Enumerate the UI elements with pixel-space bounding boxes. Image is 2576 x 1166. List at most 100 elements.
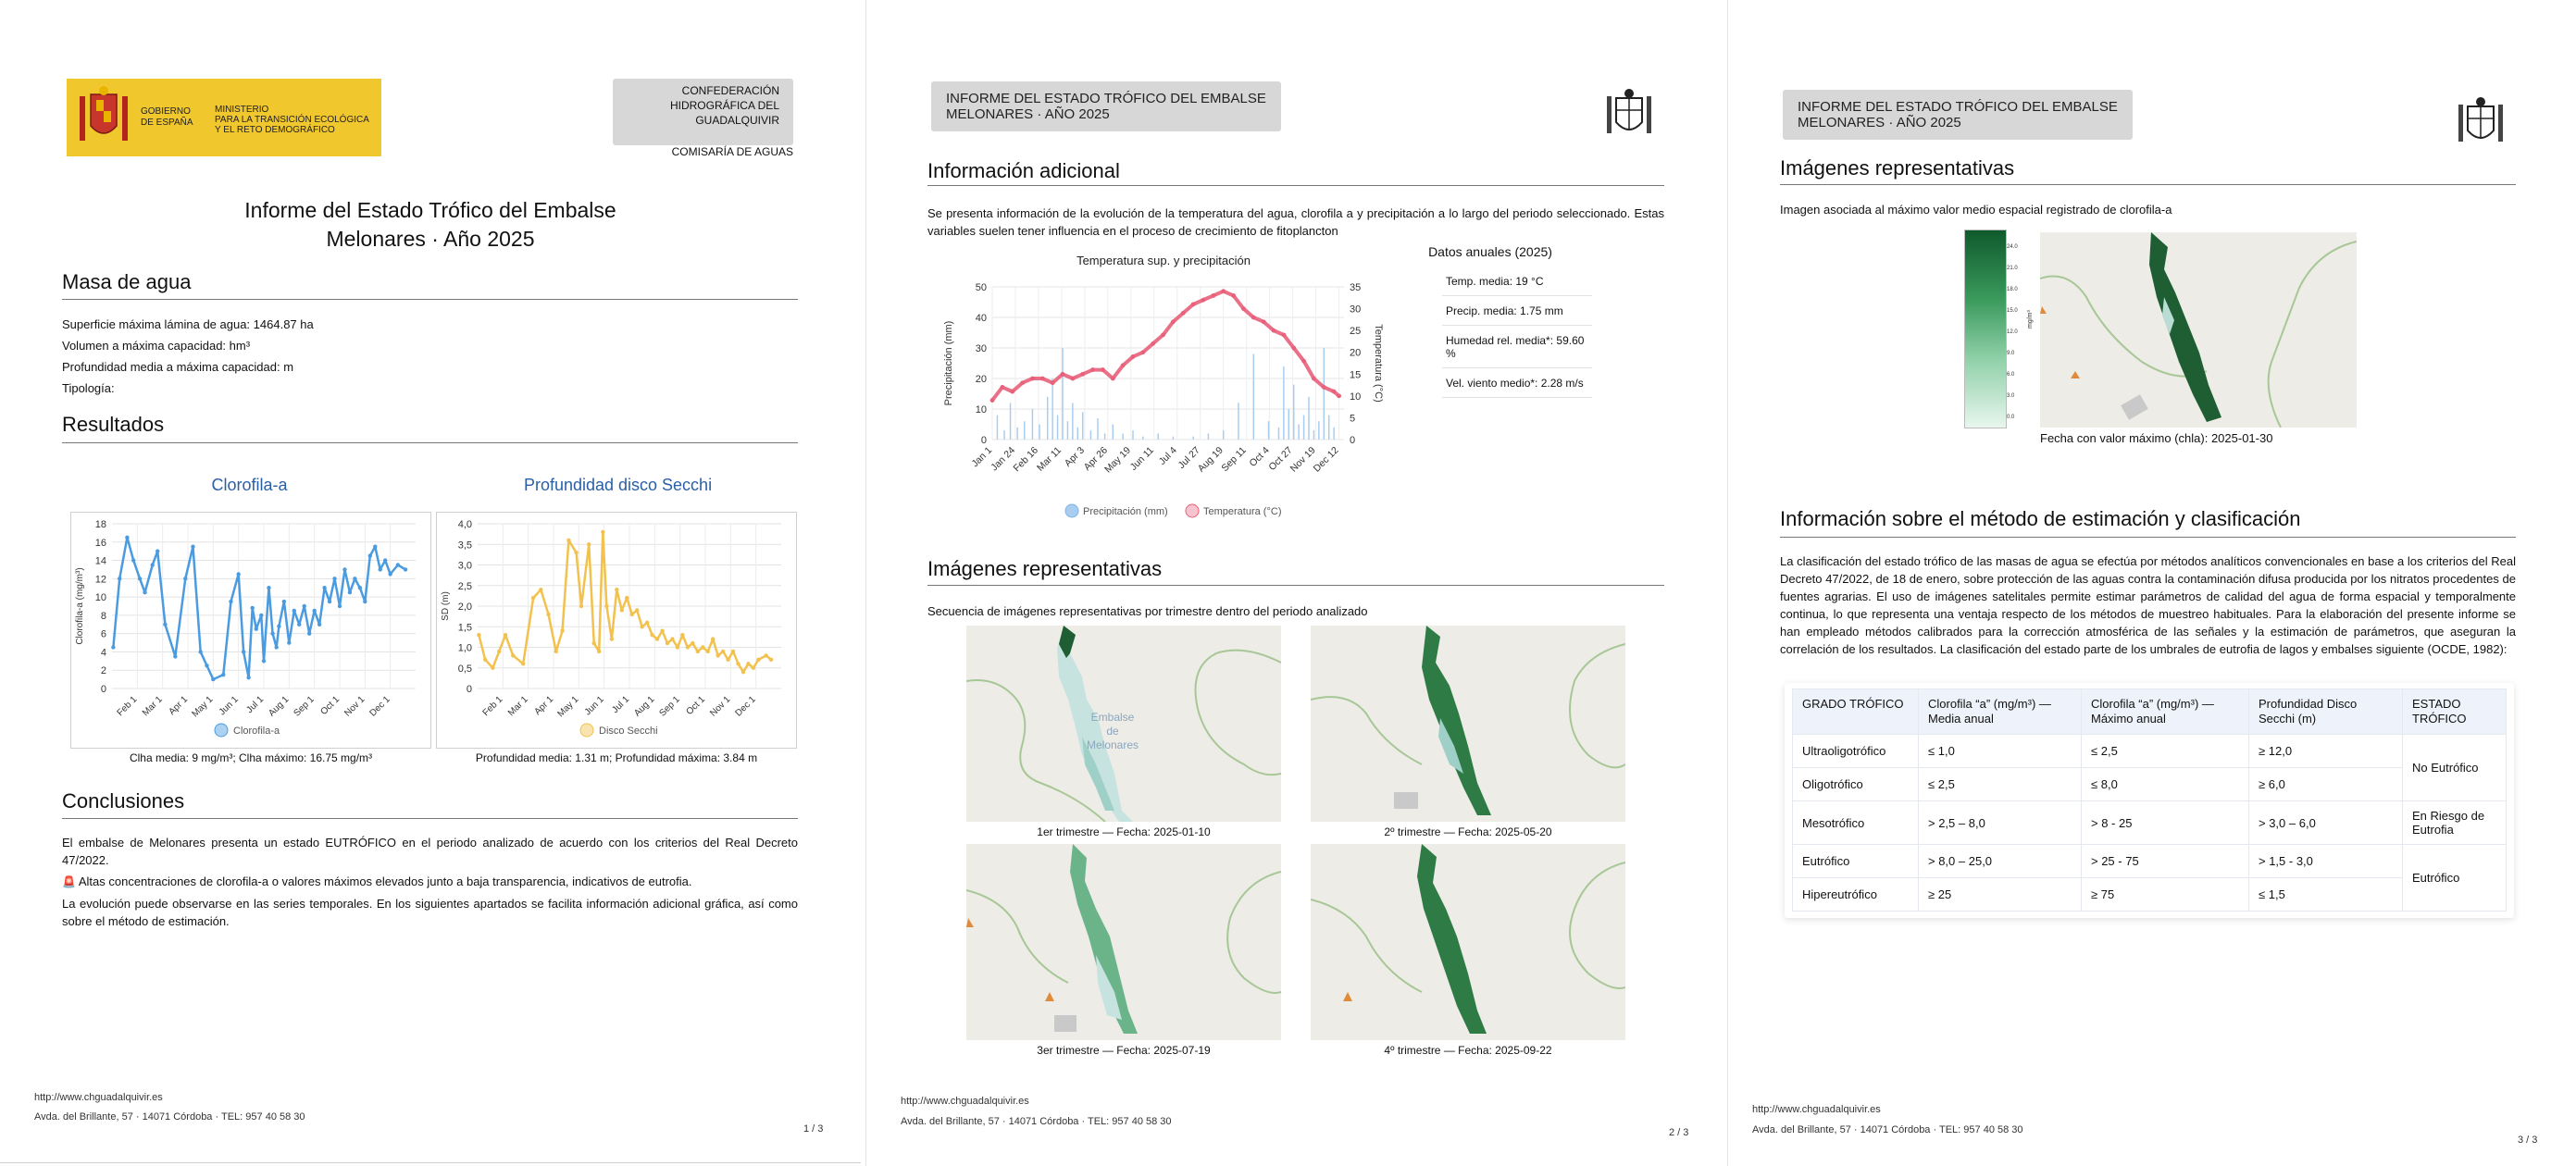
y-tick-label: 0,5 xyxy=(458,664,472,675)
footer-url[interactable]: http://www.chguadalquivir.es xyxy=(1752,1104,1881,1115)
x-tick-label: Jul 1 xyxy=(244,694,266,715)
data-point xyxy=(143,589,147,595)
crest-icon xyxy=(2458,97,2503,142)
legend-label-temp: Temperatura (°C) xyxy=(1203,506,1281,517)
legend-swatch-precip xyxy=(1064,503,1079,518)
temperature-point xyxy=(1180,310,1186,316)
x-tick-label: Dec 1 xyxy=(368,694,393,719)
y-tick-label: 20 xyxy=(976,374,987,385)
data-point xyxy=(511,653,516,658)
temperature-point xyxy=(1251,315,1256,320)
data-point xyxy=(259,613,264,618)
x-tick-label: Apr 1 xyxy=(167,694,190,717)
data-point xyxy=(483,657,488,663)
data-point xyxy=(357,586,363,590)
x-tick-label: Dec 1 xyxy=(734,694,759,719)
masa-typology: Tipología: xyxy=(62,381,115,395)
data-point xyxy=(579,603,584,609)
x-tick-label: Sep 11 xyxy=(1219,445,1249,475)
data-point xyxy=(403,567,408,572)
data-point xyxy=(640,625,644,629)
report-title: Informe del Estado Trófico del Embalse M… xyxy=(65,196,796,254)
imagenes-divider xyxy=(1780,184,2516,185)
secchi-chart: 0 0,5 1,0 1,5 2,0 2,5 3,0 3,5 4,0 Feb 1 Mar 1 Apr 1… xyxy=(441,519,781,738)
temperature-point xyxy=(989,398,995,403)
series-line xyxy=(112,536,406,681)
map-q1-caption: 1er trimestre — Fecha: 2025-01-10 xyxy=(1037,825,1211,838)
data-point xyxy=(629,612,634,617)
data-point xyxy=(205,664,209,668)
report-title-line-1: Informe del Estado Trófico del Embalse xyxy=(244,198,616,222)
y-axis-label: SD (m) xyxy=(441,591,451,621)
map-q4-caption: 4º trimestre — Fecha: 2025-09-22 xyxy=(1384,1044,1552,1057)
data-point xyxy=(720,649,726,654)
estado-no-eutrofico: No Eutrófico xyxy=(2402,734,2507,801)
conclusiones-text: El embalse de Melonares presenta un esta… xyxy=(62,834,798,930)
y-axis-label: Precipitación (mm) xyxy=(943,321,954,406)
x-tick-label: Mar 1 xyxy=(506,694,530,718)
temperature-point xyxy=(1060,371,1065,377)
y-tick-label: 4 xyxy=(101,647,106,658)
y-tick-label: 2,0 xyxy=(458,602,472,613)
x-tick-label: Feb 1 xyxy=(481,694,505,718)
reservoir-map-q3 xyxy=(966,844,1281,1034)
secchi-caption: Profundidad media: 1.31 m; Profundidad m… xyxy=(475,751,758,764)
x-tick-label: May 19 xyxy=(1102,445,1133,476)
data-point xyxy=(665,640,670,646)
y-tick-label: 10 xyxy=(976,404,987,416)
data-point xyxy=(477,632,481,638)
x-tick-label: Aug 1 xyxy=(267,694,292,719)
data-point xyxy=(491,665,495,670)
coat-of-arms-icon xyxy=(80,86,128,141)
data-point xyxy=(347,589,353,595)
chg-logo-box: CONFEDERACIÓN HIDROGRÁFICA DEL GUADALQUI… xyxy=(613,79,793,145)
x-tick-label: Sep 1 xyxy=(292,694,317,719)
colorbar-label: mg/m³ xyxy=(2027,310,2034,329)
temperature-point xyxy=(1151,341,1156,346)
temperature-point xyxy=(1101,367,1105,372)
data-point xyxy=(751,665,756,670)
x-tick-label: Mar 1 xyxy=(141,694,165,718)
col-grado: GRADO TRÓFICO xyxy=(1792,688,1919,735)
data-point xyxy=(342,567,347,572)
metodo-heading: Información sobre el método de estimació… xyxy=(1780,507,2301,530)
estado-eutrofico: Eutrófico xyxy=(2402,844,2507,912)
gobierno-logo: GOBIERNO DE ESPAÑA MINISTERIO PARA LA TR… xyxy=(67,79,381,156)
report-title-line-2: Melonares · Año 2025 xyxy=(326,227,535,251)
datos-anuales-list: Temp. media: 19 °C Precip. media: 1.75 m… xyxy=(1442,267,1592,398)
trophic-table: GRADO TRÓFICO Clorofila “a” (mg/m³) — Me… xyxy=(1792,688,2507,912)
temperature-point xyxy=(1161,332,1165,338)
clorofila-chart-title: Clorofila-a xyxy=(211,476,288,494)
x-tick-label: May 1 xyxy=(190,694,215,719)
y-tick-label: 1,5 xyxy=(458,622,472,633)
x-tick-label: Jun 11 xyxy=(1128,445,1156,473)
datos-viento: Vel. viento medio*: 2.28 m/s xyxy=(1442,368,1592,398)
data-point xyxy=(378,567,382,572)
conclusiones-p2: Altas concentraciones de clorofila-a o v… xyxy=(78,874,692,888)
footer-url[interactable]: http://www.chguadalquivir.es xyxy=(901,1096,1029,1107)
temperature-point xyxy=(1020,380,1025,386)
data-point xyxy=(768,657,774,663)
data-point xyxy=(521,662,526,666)
masa-surface: Superficie máxima lámina de agua: 1464.8… xyxy=(62,317,314,331)
data-point xyxy=(764,653,768,658)
resultados-heading: Resultados xyxy=(62,413,165,436)
col-chl-media: Clorofila “a” (mg/m³) — Media anual xyxy=(1918,688,2082,735)
data-point xyxy=(156,549,160,553)
data-point xyxy=(716,653,720,658)
data-point xyxy=(746,662,751,666)
table-row: Eutrófico > 8,0 – 25,0 > 25 - 75 > 1,5 -… xyxy=(1792,844,2507,912)
temperature-point xyxy=(1010,389,1015,394)
col-estado: ESTADO TRÓFICO xyxy=(2402,688,2507,735)
x-tick-label: Aug 19 xyxy=(1196,445,1226,475)
data-point xyxy=(211,676,216,682)
table-row: Oligotrófico ≤ 2,5 ≤ 8,0 ≥ 6,0 xyxy=(1792,767,2507,801)
y-tick-label: 1,0 xyxy=(458,643,472,654)
y2-tick-label: 35 xyxy=(1350,282,1361,293)
temperature-point xyxy=(1140,350,1146,355)
x-tick-label: Mar 11 xyxy=(1035,445,1064,474)
data-point xyxy=(111,645,116,650)
footer-url[interactable]: http://www.chguadalquivir.es xyxy=(34,1092,163,1103)
y2-axis-label: Temperatura (°C) xyxy=(1373,324,1384,402)
max-chla-map xyxy=(2040,232,2357,428)
